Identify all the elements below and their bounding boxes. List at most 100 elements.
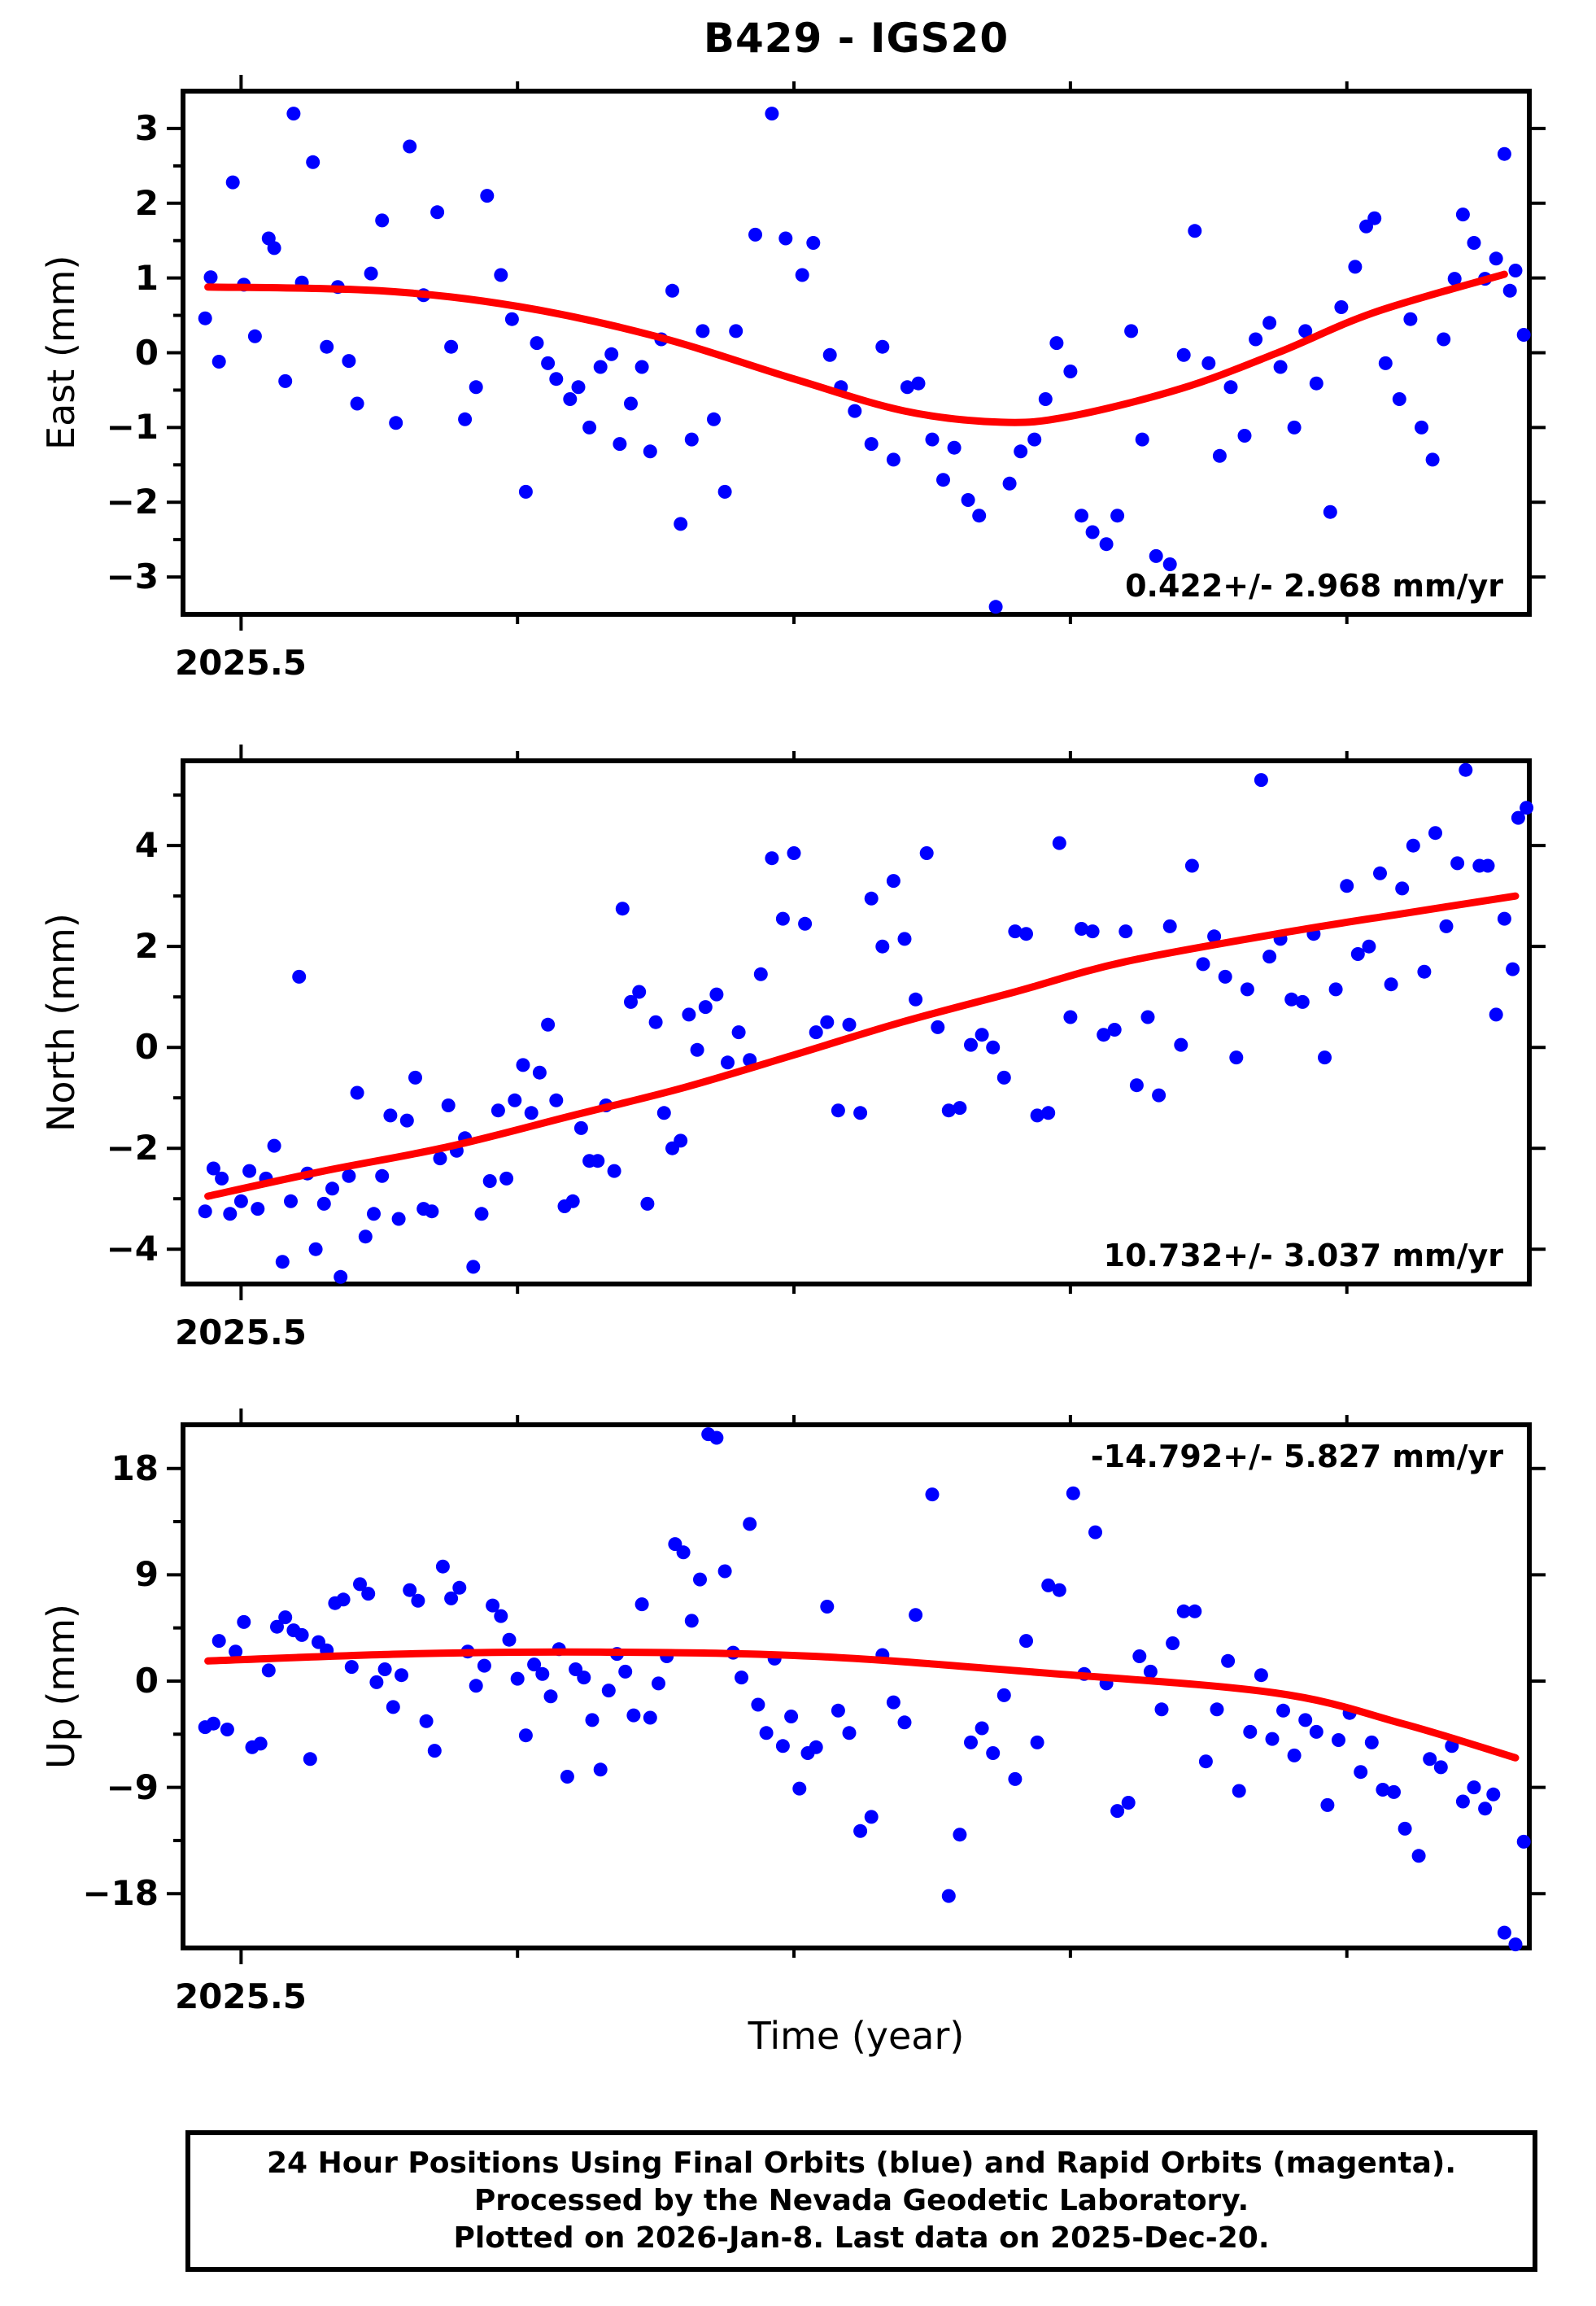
data-point [925, 432, 940, 447]
data-point [909, 1608, 923, 1622]
data-point [211, 1634, 226, 1649]
east-plot-svg [167, 75, 1546, 631]
data-point [325, 1181, 339, 1196]
data-point [1439, 919, 1454, 933]
x-axis-title: Time (year) [748, 2014, 965, 2058]
data-point [1265, 1732, 1280, 1746]
data-point [696, 324, 710, 338]
east-ytick-label: −3 [106, 557, 159, 597]
data-point [494, 1609, 508, 1623]
data-point [395, 1668, 408, 1683]
data-point [278, 1610, 293, 1625]
data-point [247, 329, 262, 343]
data-point [1212, 448, 1227, 463]
data-point [1152, 1088, 1166, 1103]
data-point [353, 1577, 367, 1592]
data-point [1124, 324, 1139, 338]
data-point [618, 1664, 633, 1679]
data-point [435, 1559, 450, 1574]
data-point [1516, 1834, 1531, 1849]
data-point [270, 1619, 284, 1634]
data-point [383, 1108, 398, 1123]
data-point [294, 1627, 309, 1642]
data-point [1166, 1636, 1180, 1650]
data-point [1455, 1794, 1470, 1809]
data-point [1287, 420, 1302, 435]
up-ytick-label: −9 [106, 1767, 159, 1807]
data-point [1378, 356, 1393, 370]
data-point [1188, 224, 1202, 238]
data-point [206, 1716, 220, 1731]
data-point [831, 1103, 845, 1118]
data-point [709, 987, 724, 1002]
data-point [389, 416, 403, 430]
data-point [1063, 1010, 1078, 1024]
data-point [1188, 1604, 1202, 1618]
north-xtick-label: 2025.5 [174, 1312, 307, 1352]
data-point [203, 270, 218, 285]
data-point [303, 1752, 317, 1767]
data-point [909, 992, 923, 1007]
plot-frame [181, 89, 1532, 617]
data-point [1276, 1703, 1290, 1718]
data-point [886, 874, 900, 889]
data-point [1097, 1028, 1111, 1042]
data-point [408, 1070, 422, 1085]
data-point [604, 347, 619, 361]
data-point [433, 1151, 447, 1166]
data-point [516, 1058, 530, 1072]
data-point [1262, 316, 1277, 330]
data-point [975, 1721, 989, 1736]
data-point [350, 396, 364, 411]
east-ytick-label: 1 [134, 257, 159, 298]
data-point [798, 916, 813, 931]
trend-line [204, 892, 1520, 1200]
data-point [1075, 509, 1088, 523]
data-point [1030, 1735, 1044, 1749]
data-point [1384, 977, 1398, 992]
data-point [601, 1684, 616, 1698]
data-point [284, 1194, 298, 1208]
data-point [1398, 1821, 1412, 1836]
data-point [831, 1703, 845, 1718]
data-point [1273, 360, 1288, 374]
data-point [367, 1207, 381, 1221]
north-plot-svg [167, 745, 1546, 1300]
data-point [425, 1204, 439, 1219]
data-point [261, 1663, 276, 1678]
trend-line [204, 1648, 1520, 1762]
east-ytick-label: 0 [134, 332, 159, 373]
data-point [469, 380, 483, 395]
data-point [665, 283, 679, 298]
data-point [1323, 504, 1337, 519]
north-ytick-label: 0 [134, 1027, 159, 1068]
north-ytick-label: 4 [134, 825, 159, 866]
data-point [1516, 328, 1531, 342]
data-point [775, 911, 790, 926]
data-point [491, 1103, 505, 1118]
data-point [886, 452, 900, 467]
data-point [225, 175, 240, 190]
data-point [634, 360, 649, 374]
data-point [1373, 866, 1387, 880]
data-point [502, 1632, 517, 1647]
data-point [787, 846, 801, 860]
data-point [571, 380, 586, 395]
data-point [1387, 1784, 1401, 1799]
data-point [565, 1194, 580, 1208]
data-point [1162, 919, 1177, 933]
data-point [1119, 924, 1133, 939]
data-point [474, 1207, 489, 1221]
data-point [1184, 858, 1199, 873]
data-point [336, 1592, 351, 1607]
data-point [535, 1666, 550, 1681]
data-point [316, 1196, 331, 1211]
data-point [875, 939, 890, 954]
data-point [1075, 922, 1088, 936]
data-point [486, 1598, 500, 1613]
data-point [1287, 1748, 1302, 1762]
data-point [306, 155, 321, 169]
data-point [452, 1580, 467, 1595]
data-point [1332, 1733, 1345, 1747]
